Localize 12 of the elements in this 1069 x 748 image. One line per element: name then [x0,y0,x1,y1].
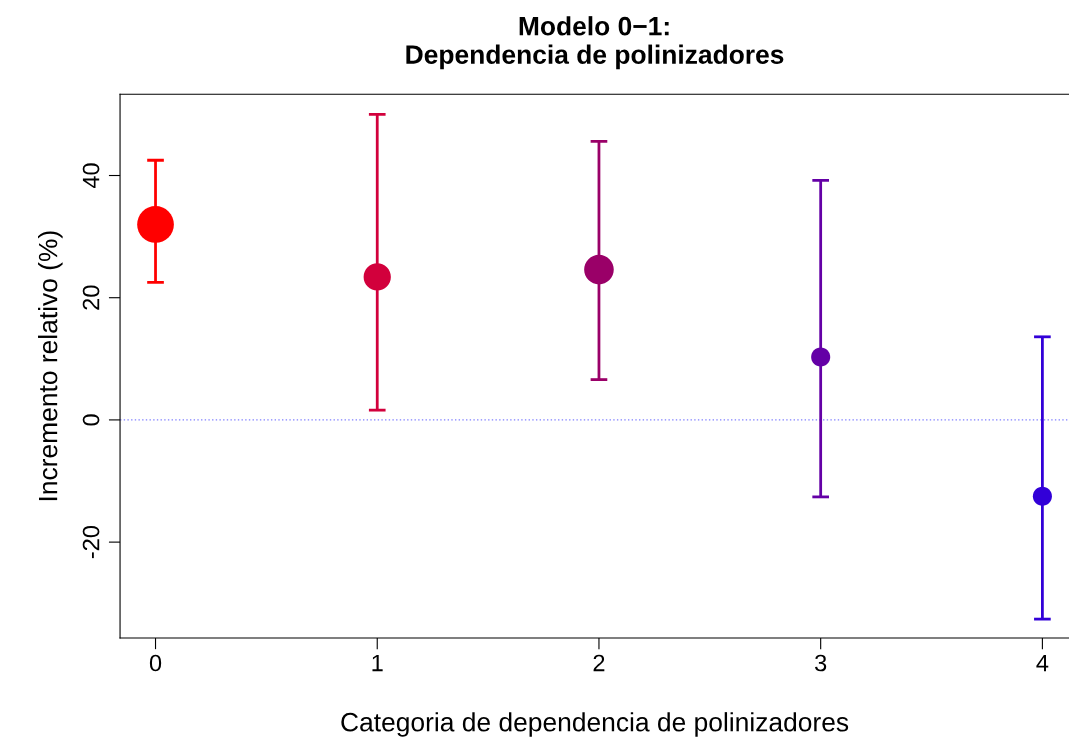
x-tick-label: 4 [1036,654,1049,672]
y-tick-label: 0 [82,414,100,426]
chart-title: Modelo 0−1: Dependencia de polinizadores [406,16,784,70]
x-tick-label: 3 [815,654,827,672]
x-axis-title: Categoria de dependencia de polinizadores [341,712,849,737]
x-tick-label: 0 [149,654,162,672]
y-tick-label: 40 [82,163,100,189]
y-tick-label: 20 [82,285,100,310]
y-axis-title: Incremento relativo (%) [38,231,63,501]
x-tick-label: 1 [372,654,383,672]
y-tick-label: -20 [82,525,100,559]
x-tick-label: 2 [593,654,605,672]
